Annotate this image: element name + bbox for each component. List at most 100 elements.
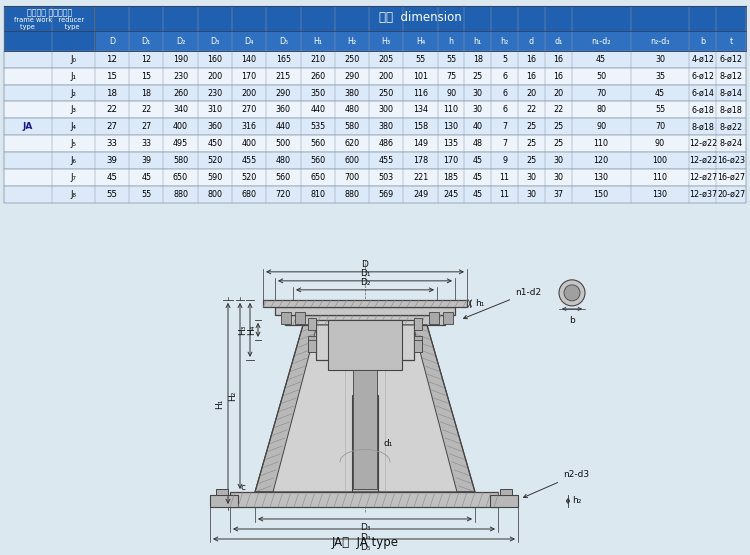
Text: J₈: J₈ <box>70 190 76 199</box>
Text: 20: 20 <box>554 88 563 98</box>
Text: J₇: J₇ <box>70 173 76 182</box>
Text: 18: 18 <box>141 88 152 98</box>
Text: 360: 360 <box>276 105 291 114</box>
Text: 6: 6 <box>503 105 507 114</box>
Text: 270: 270 <box>242 105 256 114</box>
Text: 290: 290 <box>344 72 359 80</box>
Text: 35: 35 <box>655 72 665 80</box>
Text: J₀: J₀ <box>70 55 76 64</box>
Text: 机架型号 减速机型号: 机架型号 减速机型号 <box>27 8 72 17</box>
Text: D: D <box>362 260 368 269</box>
Text: 40: 40 <box>472 122 483 131</box>
Text: 130: 130 <box>443 122 458 131</box>
Bar <box>490 495 518 507</box>
Text: h₁: h₁ <box>474 37 482 46</box>
Text: 260: 260 <box>173 88 188 98</box>
Text: JA: JA <box>22 122 33 131</box>
Text: 6-ø18: 6-ø18 <box>692 105 714 114</box>
Text: n₁-d₂: n₁-d₂ <box>591 37 610 46</box>
Text: 600: 600 <box>344 156 359 165</box>
Polygon shape <box>413 325 475 492</box>
Text: 15: 15 <box>106 72 118 80</box>
Text: 520: 520 <box>242 173 256 182</box>
Text: 569: 569 <box>379 190 394 199</box>
Text: 55: 55 <box>416 55 426 64</box>
Bar <box>352 395 378 492</box>
Text: 560: 560 <box>310 139 326 148</box>
Text: 160: 160 <box>207 55 222 64</box>
Text: 149: 149 <box>413 139 428 148</box>
Text: n2-d3: n2-d3 <box>524 470 590 498</box>
Text: H₄: H₄ <box>248 325 256 335</box>
Text: D₃: D₃ <box>360 523 370 532</box>
Text: D₅: D₅ <box>279 37 288 46</box>
Text: 350: 350 <box>310 88 326 98</box>
Text: 480: 480 <box>344 105 359 114</box>
Text: 20-ø27: 20-ø27 <box>717 190 746 199</box>
Text: H₄: H₄ <box>416 37 425 46</box>
Text: 120: 120 <box>593 156 609 165</box>
Text: H₁: H₁ <box>313 37 322 46</box>
Text: 12-ø27: 12-ø27 <box>688 173 717 182</box>
Text: 11: 11 <box>500 173 510 182</box>
Text: d: d <box>368 345 373 355</box>
Text: 90: 90 <box>655 139 665 148</box>
Text: 170: 170 <box>443 156 459 165</box>
Text: 12: 12 <box>106 55 118 64</box>
Text: H₁: H₁ <box>215 398 224 408</box>
Text: 22: 22 <box>526 105 536 114</box>
Bar <box>414 318 422 330</box>
Text: 101: 101 <box>413 72 428 80</box>
Text: 8-ø12: 8-ø12 <box>720 72 742 80</box>
Text: 75: 75 <box>446 72 456 80</box>
Text: 580: 580 <box>173 156 188 165</box>
Bar <box>4 51 746 68</box>
Text: 310: 310 <box>207 105 222 114</box>
Text: 16: 16 <box>554 72 563 80</box>
Bar <box>4 186 746 203</box>
Text: 30: 30 <box>554 173 563 182</box>
Bar <box>4 118 746 135</box>
Text: 27: 27 <box>106 122 118 131</box>
Text: 200: 200 <box>379 72 394 80</box>
Bar <box>263 300 467 307</box>
Text: 158: 158 <box>413 122 428 131</box>
Bar <box>210 495 238 507</box>
Text: 20: 20 <box>526 88 536 98</box>
Bar <box>281 312 291 324</box>
Text: 45: 45 <box>141 173 152 182</box>
Text: 178: 178 <box>413 156 428 165</box>
Text: c: c <box>241 483 245 492</box>
Text: D₂: D₂ <box>176 37 185 46</box>
Text: 486: 486 <box>379 139 394 148</box>
Text: 18: 18 <box>472 55 483 64</box>
Text: 500: 500 <box>276 139 291 148</box>
Text: 590: 590 <box>207 173 223 182</box>
Text: 55: 55 <box>446 55 456 64</box>
Text: 205: 205 <box>379 55 394 64</box>
Polygon shape <box>255 325 317 492</box>
Text: 230: 230 <box>173 72 188 80</box>
Text: 400: 400 <box>242 139 256 148</box>
Text: 110: 110 <box>652 173 668 182</box>
Text: 16-ø23: 16-ø23 <box>717 156 746 165</box>
Bar <box>4 152 746 169</box>
Text: 12-ø22: 12-ø22 <box>688 156 717 165</box>
Text: 300: 300 <box>379 105 394 114</box>
Text: 110: 110 <box>593 139 608 148</box>
Text: 45: 45 <box>106 173 118 182</box>
Circle shape <box>559 280 585 306</box>
Text: 260: 260 <box>310 72 326 80</box>
Text: 230: 230 <box>207 88 223 98</box>
Text: 45: 45 <box>596 55 606 64</box>
Text: 12: 12 <box>141 55 152 64</box>
Text: 200: 200 <box>242 88 256 98</box>
Text: 650: 650 <box>310 173 326 182</box>
Text: 25: 25 <box>526 156 536 165</box>
Text: 6: 6 <box>503 72 507 80</box>
Text: 680: 680 <box>242 190 256 199</box>
Text: 12-ø37: 12-ø37 <box>688 190 717 199</box>
Text: n₂-d₃: n₂-d₃ <box>650 37 670 46</box>
Text: d: d <box>529 37 534 46</box>
Text: d₁: d₁ <box>554 37 562 46</box>
